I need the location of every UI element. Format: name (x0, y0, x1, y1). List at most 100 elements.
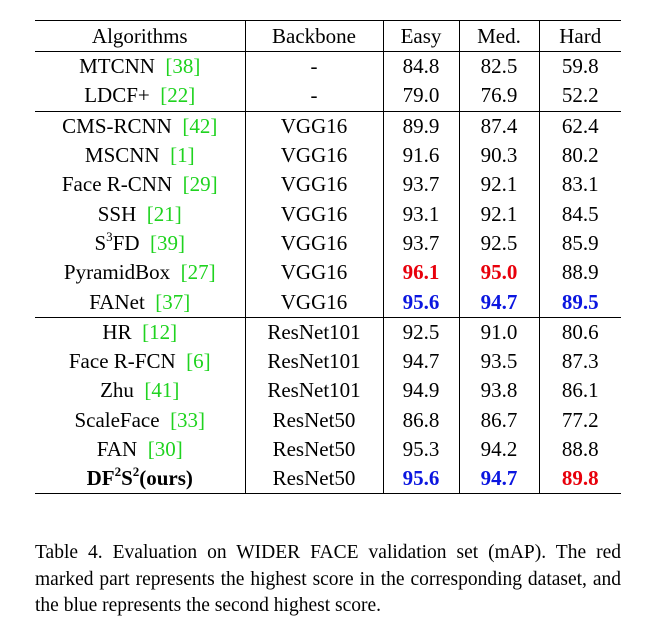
citation-link[interactable]: [6] (186, 349, 211, 374)
backbone-cell: VGG16 (244, 228, 383, 259)
med-cell: 92.1 (458, 199, 539, 229)
header-row: Algorithms Backbone Easy Med. Hard (35, 20, 621, 52)
algorithm-cell: MTCNN [38] (35, 52, 245, 82)
header-med: Med. (458, 20, 539, 52)
backbone-cell: VGG16 (244, 287, 383, 318)
backbone-cell: - (244, 81, 383, 112)
hard-cell: 52.2 (538, 81, 621, 112)
table-row: CMS-RCNN [42] VGG16 89.9 87.4 62.4 (35, 110, 621, 141)
table-row: FANet [37] VGG16 95.6 94.7 89.5 (35, 287, 621, 318)
hard-cell: 87.3 (538, 346, 621, 377)
easy-cell: 93.1 (382, 199, 459, 229)
hard-cell: 80.2 (538, 140, 621, 171)
citation-link[interactable]: [29] (182, 172, 218, 197)
easy-cell: 79.0 (382, 81, 459, 112)
algorithm-name: CMS-RCNN (62, 113, 172, 138)
citation-link[interactable]: [41] (144, 378, 180, 403)
algorithm-cell: S3FD [39] (35, 229, 245, 258)
algorithm-cell: Face R-FCN [6] (35, 347, 245, 376)
algorithm-name: MTCNN (79, 54, 155, 79)
hard-cell-highest: 89.8 (538, 464, 621, 495)
backbone-cell: ResNet50 (244, 405, 383, 435)
med-cell: 82.5 (458, 51, 539, 82)
algorithm-cell: Zhu [41] (35, 376, 245, 405)
table-row: Face R-FCN [6] ResNet101 94.7 93.5 87.3 (35, 346, 621, 377)
header-easy: Easy (382, 20, 459, 52)
easy-cell: 92.5 (382, 316, 459, 347)
algorithm-cell: FANet [37] (35, 287, 245, 317)
citation-link[interactable]: [39] (150, 230, 186, 255)
table-row: MSCNN [1] VGG16 91.6 90.3 80.2 (35, 140, 621, 171)
citation-link[interactable]: [30] (147, 437, 183, 461)
hard-cell: 85.9 (538, 228, 621, 259)
hard-cell: 88.8 (538, 434, 621, 465)
algorithm-cell: PyramidBox [27] (35, 258, 245, 287)
hard-cell: 77.2 (538, 405, 621, 435)
easy-cell: 93.7 (382, 228, 459, 259)
citation-link[interactable]: [42] (182, 113, 218, 138)
easy-cell: 94.9 (382, 376, 459, 406)
algorithm-name: HR (102, 319, 132, 344)
algorithm-name: SSH (97, 201, 137, 226)
table-row: MTCNN [38] - 84.8 82.5 59.8 (35, 51, 621, 82)
backbone-cell: VGG16 (244, 110, 383, 141)
table-row: Zhu [41] ResNet101 94.9 93.8 86.1 (35, 376, 621, 406)
easy-cell: 93.7 (382, 170, 459, 200)
algorithm-name: Face R-FCN (68, 349, 176, 374)
results-table-container: Algorithms Backbone Easy Med. Hard MTCNN… (35, 20, 621, 495)
easy-cell: 84.8 (382, 51, 459, 82)
citation-link[interactable]: [37] (155, 289, 191, 314)
hard-cell: 59.8 (538, 51, 621, 82)
hard-cell: 86.1 (538, 376, 621, 406)
algorithm-name: LDCF+ (84, 83, 150, 108)
med-cell: 86.7 (458, 405, 539, 435)
algorithm-cell: FAN [30] (35, 435, 245, 464)
citation-link[interactable]: [38] (165, 54, 201, 79)
table-row: LDCF+ [22] - 79.0 76.9 52.2 (35, 81, 621, 112)
backbone-cell: ResNet101 (244, 346, 383, 377)
backbone-cell: VGG16 (244, 199, 383, 229)
citation-link[interactable]: [27] (180, 260, 216, 285)
algorithm-name: FAN (96, 437, 138, 461)
med-cell: 94.2 (458, 434, 539, 465)
table-row-ours: DF2S2(ours) ResNet50 95.6 94.7 89.8 (35, 464, 621, 495)
citation-link[interactable]: [33] (170, 407, 206, 432)
algorithm-name: FANet (89, 289, 145, 314)
algorithm-cell: LDCF+ [22] (35, 81, 245, 111)
hard-cell: 88.9 (538, 258, 621, 288)
easy-cell-second: 95.6 (382, 464, 459, 495)
table-row: SSH [21] VGG16 93.1 92.1 84.5 (35, 199, 621, 229)
easy-cell: 95.3 (382, 434, 459, 465)
med-cell-second: 94.7 (458, 287, 539, 318)
table-row: ScaleFace [33] ResNet50 86.8 86.7 77.2 (35, 405, 621, 435)
backbone-cell: - (244, 51, 383, 82)
hard-cell: 62.4 (538, 110, 621, 141)
hard-cell-second: 89.5 (538, 287, 621, 318)
algorithm-cell: ScaleFace [33] (35, 406, 245, 435)
header-algorithms: Algorithms (35, 20, 245, 52)
easy-cell: 89.9 (382, 110, 459, 141)
med-cell: 91.0 (458, 316, 539, 347)
hard-cell: 80.6 (538, 316, 621, 347)
citation-link[interactable]: [1] (170, 143, 195, 168)
citation-link[interactable]: [12] (142, 319, 178, 344)
med-cell: 90.3 (458, 140, 539, 171)
easy-cell: 94.7 (382, 346, 459, 377)
algorithm-name: S3FD (94, 228, 140, 255)
easy-cell-second: 95.6 (382, 287, 459, 318)
med-cell: 76.9 (458, 81, 539, 112)
citation-link[interactable]: [22] (160, 83, 196, 108)
algorithm-cell: HR [12] (35, 316, 245, 347)
med-cell-highest: 95.0 (458, 258, 539, 288)
header-hard: Hard (538, 20, 621, 52)
med-cell: 92.5 (458, 228, 539, 259)
hard-cell: 84.5 (538, 199, 621, 229)
backbone-cell: ResNet50 (244, 464, 383, 495)
algorithm-cell: MSCNN [1] (35, 141, 245, 170)
citation-link[interactable]: [21] (146, 201, 182, 226)
algorithm-name: ScaleFace (74, 407, 160, 432)
med-cell: 93.5 (458, 346, 539, 377)
algorithm-cell-ours: DF2S2(ours) (35, 464, 245, 495)
algorithm-cell: SSH [21] (35, 199, 245, 228)
algorithm-name: Zhu (100, 378, 134, 403)
